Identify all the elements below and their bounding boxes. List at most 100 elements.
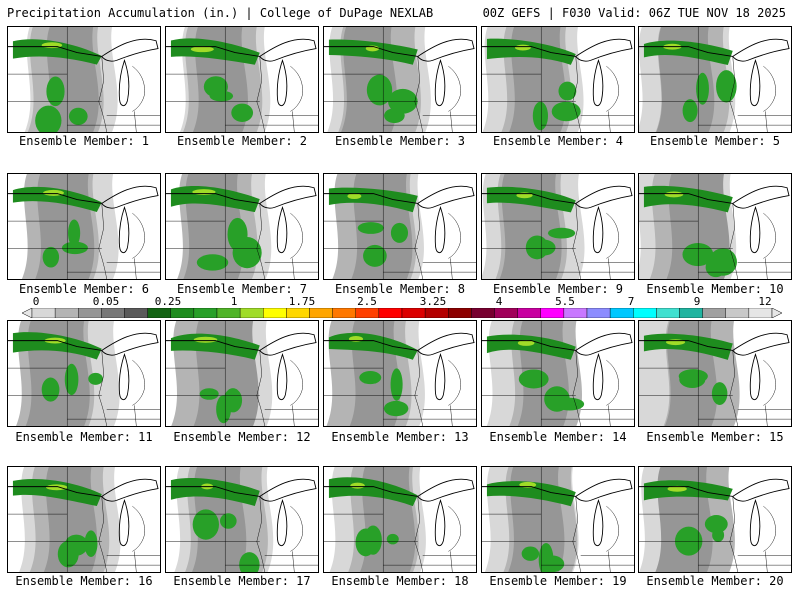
basemap-line [256,395,265,426]
colorbar-tick-label: 5.5 [555,295,575,308]
basemap-line [414,203,420,249]
map-canvas [166,27,318,132]
precip-core [193,336,218,343]
basemap-line [732,185,790,209]
precip-green-cell [521,546,540,561]
precip-core [664,191,684,198]
basemap-line [98,541,107,572]
ensemble-member-label: Ensemble Member: 2 [176,134,308,148]
basemap-line [118,498,130,547]
ensemble-member-map [323,173,477,280]
precip-green-cell [551,101,581,122]
precip-green-band [170,478,260,507]
map-canvas [482,321,634,426]
colorbar-swatch [748,308,773,318]
precip-core [517,340,535,346]
basemap-line [606,66,619,112]
ensemble-member-map [7,26,161,133]
precip-green-cell [203,76,228,98]
basemap-line [608,405,611,426]
basemap-line [414,248,423,279]
basemap-line [98,395,107,426]
basemap-line [575,332,633,356]
basemap-line [732,478,790,502]
basemap-line [749,205,761,254]
ensemble-member-label: Ensemble Member: 5 [649,134,781,148]
colorbar-swatch [424,308,449,318]
colorbar-swatch [170,308,195,318]
colorbar-swatch [101,308,125,318]
basemap-line [292,111,295,132]
colorbar-scale [22,308,782,318]
precip-green-cell [239,552,260,572]
precip-green-cell [678,369,708,384]
ensemble-member-map [481,466,635,573]
basemap-line [276,498,288,547]
precip-green-cell [704,515,728,534]
colorbar-tick-label: 0 [32,295,40,308]
basemap-line [134,258,137,279]
basemap-line [450,258,453,279]
basemap-line [290,360,303,406]
precip-green-band [486,481,576,507]
basemap-line [448,360,461,406]
ensemble-member-label: Ensemble Member: 17 [173,574,311,588]
basemap-line [572,101,581,132]
precip-green-cell [196,254,229,271]
basemap-line [749,58,761,107]
basemap-line [592,352,604,401]
basemap-line [606,506,619,552]
ensemble-member-label: Ensemble Member: 12 [173,430,311,444]
precip-core [46,484,68,491]
basemap-line [765,111,768,132]
basemap-line [417,332,475,356]
precip-green-cell [68,219,81,247]
precip-green-cell [42,246,60,268]
basemap-line [765,551,768,572]
basemap-line [256,101,265,132]
basemap-line [749,498,761,547]
map-canvas [166,321,318,426]
basemap-line [256,56,262,102]
precip-green-cell [682,99,698,123]
precip-green-cell [518,369,549,389]
precip-green-cell [84,530,98,558]
precip-core [347,193,362,200]
basemap-line [763,213,776,259]
precip-green-band [486,38,576,65]
precip-green-band [328,39,418,65]
precip-green-cell [544,386,570,412]
precip-core [514,44,531,51]
basemap-line [434,498,446,547]
ensemble-member-map [7,320,161,427]
basemap-line [417,38,475,62]
ensemble-member-map [7,173,161,280]
colorbar-tick-label: 1 [230,295,238,308]
basemap-line [259,185,317,209]
precip-core [190,46,214,53]
basemap-line [575,478,633,502]
basemap-line [606,213,619,259]
precip-green-cell [532,101,549,131]
ensemble-member-label: Ensemble Member: 7 [176,282,308,296]
precip-green-cell [363,244,387,267]
precip-green-cell [682,243,714,267]
basemap-line [292,405,295,426]
ensemble-member-label: Ensemble Member: 11 [15,430,153,444]
colorbar-tick-label: 12 [758,295,772,308]
colorbar-swatch [540,308,565,318]
map-canvas [166,467,318,572]
ensemble-member-label: Ensemble Member: 6 [18,282,150,296]
precip-green-cell [390,222,409,243]
basemap-line [572,541,581,572]
basemap-line [132,360,145,406]
map-canvas [639,321,791,426]
ensemble-member-label: Ensemble Member: 4 [492,134,624,148]
colorbar-tick-label: 2.5 [357,295,377,308]
basemap-line [434,58,446,107]
precip-green-cell [68,107,88,125]
basemap-line [414,496,420,542]
basemap-line [98,101,107,132]
ensemble-member-map [165,26,319,133]
basemap-line [729,350,735,396]
